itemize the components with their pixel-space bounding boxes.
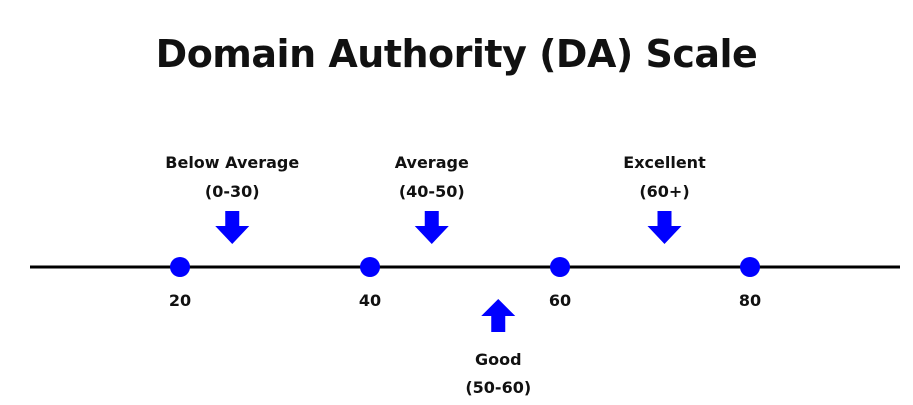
range-excellent: Excellent (60+) bbox=[623, 153, 706, 244]
range-values-excellent: (60+) bbox=[639, 182, 689, 201]
range-good: Good (50-60) bbox=[465, 299, 531, 397]
range-name-excellent: Excellent bbox=[623, 153, 706, 172]
tick-label-60: 60 bbox=[549, 291, 571, 310]
scale-marker-40 bbox=[360, 257, 380, 277]
range-name-below-average: Below Average bbox=[165, 153, 299, 172]
tick-label-80: 80 bbox=[739, 291, 761, 310]
down-arrow-icon bbox=[414, 211, 449, 244]
tick-label-20: 20 bbox=[169, 291, 191, 310]
ranges-layer: Below Average (0-30) Average (40-50) Good (50… bbox=[165, 153, 706, 397]
range-below-average: Below Average (0-30) bbox=[165, 153, 299, 244]
scale-marker-60 bbox=[550, 257, 570, 277]
range-values-average: (40-50) bbox=[399, 182, 465, 201]
tick-label-40: 40 bbox=[359, 291, 381, 310]
down-arrow-icon bbox=[215, 211, 250, 244]
down-arrow-icon bbox=[647, 211, 682, 244]
range-name-good: Good bbox=[475, 350, 522, 369]
scale-marker-80 bbox=[740, 257, 760, 277]
page-title: Domain Authority (DA) Scale bbox=[155, 32, 758, 76]
scale-marker-20 bbox=[170, 257, 190, 277]
up-arrow-icon bbox=[481, 299, 516, 332]
range-values-below-average: (0-30) bbox=[205, 182, 260, 201]
range-name-average: Average bbox=[395, 153, 469, 172]
range-average: Average (40-50) bbox=[395, 153, 469, 244]
range-values-good: (50-60) bbox=[465, 378, 531, 397]
ticks-layer: 20 40 60 80 bbox=[169, 257, 761, 310]
